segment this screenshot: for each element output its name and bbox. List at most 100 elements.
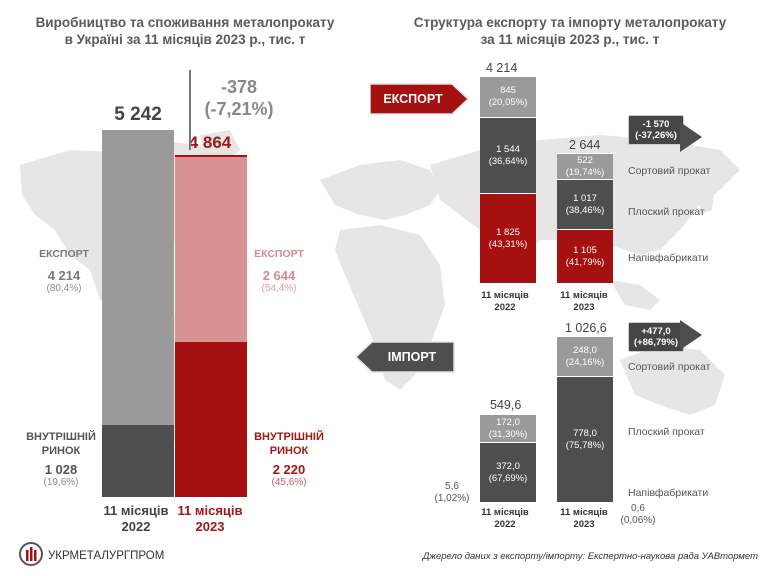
export-arrow-label: ЕКСПОРТ: [383, 92, 443, 106]
left-domestic-2023-label: ВНУТРІШНІЙ РИНОК 2 220 (45,6%): [250, 430, 328, 488]
left-title-line-1: Виробництво та споживання металопрокату: [35, 15, 335, 30]
ex-bars-segment-label: 1 825 (43,31%): [488, 227, 528, 251]
left-chart-title: Виробництво та споживання металопрокату …: [20, 14, 350, 48]
ex-bars-segment: 1 105 (41,79%): [557, 228, 613, 283]
change-label: -378 (-7,21%): [199, 76, 279, 120]
import-2022-napiv-line2: (1,02%): [434, 493, 470, 504]
export-value-2023: 2 644: [262, 268, 296, 283]
bar-2023-domestic: [175, 341, 247, 497]
import-2023-napiv-label: 0,6 (0,06%): [616, 503, 660, 527]
import-arrow: [356, 341, 455, 373]
export-xlabel-2022-line2: 2022: [494, 302, 516, 313]
export-change-line1: -1 570: [642, 119, 670, 130]
import-2022-napiv-label: 5,6 (1,02%): [430, 481, 474, 505]
bar-2022-export: [102, 130, 174, 426]
total-2023: 4 864: [188, 132, 232, 152]
left-xlabel-2023-line2: 2023: [195, 519, 225, 534]
domestic-pct-2022: (19,6%): [43, 477, 79, 488]
left-xlabel-2022-line1: 11 місяців: [103, 503, 169, 518]
export-arrow: [370, 83, 470, 115]
ex-bars-segment: 1 825 (43,31%): [480, 193, 536, 283]
im-bars-segment: [480, 502, 536, 503]
import-2022-napiv-line1: 5,6: [445, 481, 459, 492]
left-xlabel-2022-line2: 2022: [121, 519, 151, 534]
right-title-line-2: за 11 місяців 2023 р., тис. т: [480, 32, 660, 47]
export-change-line2: (-37,26%): [635, 130, 677, 141]
import-legend-sortovyi: Сортовий прокат: [628, 361, 711, 373]
total-2022: 5 242: [114, 104, 162, 126]
export-label-2023: ЕКСПОРТ: [254, 248, 304, 260]
im-bars-segment-label: 778,0 (75,78%): [565, 427, 605, 451]
ex-bars-segment-label: 1 105 (41,79%): [565, 244, 605, 268]
right-title-line-1: Структура експорту та імпорту металопрок…: [413, 15, 727, 30]
im-bars-segment: 172,0 (31,30%): [480, 413, 536, 442]
bar-2023-top-line: [175, 154, 247, 157]
domestic-value-2022: 1 028: [44, 462, 78, 477]
im-bars-segment: [557, 502, 613, 503]
import-xlabel-2023: 11 місяців 2023: [557, 507, 611, 531]
company-logo-text: УКРМЕТАЛУРГПРОМ: [48, 550, 165, 562]
domestic-pct-2023: (45,6%): [271, 477, 307, 488]
domestic-label-line2-2023: РИНОК: [269, 445, 309, 457]
ex-bars-segment-label: 522 (19,74%): [565, 154, 605, 178]
im-bars-segment-label: 248,0 (24,16%): [565, 344, 605, 368]
export-legend-sortovyi: Сортовий прокат: [628, 165, 711, 177]
import-xlabel-2022-line2: 2022: [494, 519, 516, 530]
ex-bars-segment-label: 1 544 (36,64%): [488, 144, 528, 168]
export-xlabel-2023-line1: 11 місяців: [560, 290, 608, 301]
export-pct-2022: (80,4%): [46, 283, 82, 294]
export-legend-napivfabrykaty: Напівфабрикати: [628, 252, 709, 264]
ex-bars-segment: 1 544 (36,64%): [480, 117, 536, 194]
import-legend-napivfabrykaty: Напівфабрикати: [628, 487, 709, 499]
export-pct-2023: (54,4%): [261, 283, 297, 294]
left-title-line-2: в Україні за 11 місяців 2023 р., тис. т: [64, 32, 306, 47]
import-xlabel-2022-line1: 11 місяців: [481, 507, 529, 518]
import-arrow-label: ІМПОРТ: [387, 350, 437, 364]
export-legend-ploskyi: Плоский прокат: [628, 206, 705, 218]
left-xlabel-2023-line1: 11 місяців: [177, 503, 243, 518]
ex-bars-segment-label: 1 017 (38,46%): [565, 192, 605, 216]
company-logo-icon: [19, 542, 43, 566]
export-total-2023: 2 644: [569, 138, 601, 152]
domestic-label-line1: ВНУТРІШНІЙ: [26, 431, 96, 443]
import-change-line2: (+86,79%): [633, 337, 679, 348]
left-export-2023-label: ЕКСПОРТ 2 644 (54,4%): [248, 248, 310, 294]
left-xlabel-2022: 11 місяців 2022: [96, 503, 176, 535]
left-xlabel-2023: 11 місяців 2023: [170, 503, 250, 535]
change-value: -378: [220, 77, 258, 97]
import-total-2022: 549,6: [490, 398, 522, 412]
import-change-line1: +477,0: [641, 326, 671, 337]
domestic-label-line2: РИНОК: [41, 445, 81, 457]
ex-bars-segment: 522 (19,74%): [557, 152, 613, 179]
right-chart-title: Структура експорту та імпорту металопрок…: [385, 14, 755, 48]
domestic-value-2023: 2 220: [272, 462, 306, 477]
domestic-label-2023: ВНУТРІШНІЙ РИНОК: [250, 430, 328, 458]
export-change-callout: -1 570 (-37,26%): [628, 115, 684, 145]
im-bars-segment: 248,0 (24,16%): [557, 335, 613, 376]
export-decrease-triangle-icon: [680, 122, 702, 152]
import-xlabel-2023-line1: 11 місяців: [560, 507, 608, 518]
import-change-callout: +477,0 (+86,79%): [628, 322, 684, 352]
domestic-label-2022: ВНУТРІШНІЙ РИНОК: [22, 430, 100, 458]
source-note: Джерело даних з експорту/імпорту: Експер…: [422, 551, 758, 562]
export-xlabel-2023: 11 місяців 2023: [557, 290, 611, 314]
export-value-2022: 4 214: [47, 268, 81, 283]
left-domestic-2022-label: ВНУТРІШНІЙ РИНОК 1 028 (19,6%): [22, 430, 100, 488]
import-2023-napiv-line1: 0,6: [631, 503, 645, 514]
ex-bars-segment: 1 017 (38,46%): [557, 178, 613, 229]
export-label-2022: ЕКСПОРТ: [39, 248, 89, 260]
ex-bars-segment: 845 (20,05%): [480, 75, 536, 118]
bar-2023-export: [175, 156, 247, 342]
export-xlabel-2022: 11 місяців 2022: [478, 290, 532, 314]
import-xlabel-2023-line2: 2023: [573, 519, 595, 530]
im-bars-segment: 778,0 (75,78%): [557, 375, 613, 502]
im-bars-segment-label: 172,0 (31,30%): [488, 416, 528, 440]
bar-2022-domestic: [102, 425, 174, 497]
export-xlabel-2023-line2: 2023: [573, 302, 595, 313]
im-bars-segment-label: 372,0 (67,69%): [488, 460, 528, 484]
export-xlabel-2022-line1: 11 місяців: [481, 290, 529, 301]
change-marker-line: [189, 70, 191, 150]
change-pct: (-7,21%): [204, 99, 274, 119]
import-increase-triangle-icon: [680, 320, 702, 350]
import-2023-napiv-line2: (0,06%): [620, 515, 656, 526]
